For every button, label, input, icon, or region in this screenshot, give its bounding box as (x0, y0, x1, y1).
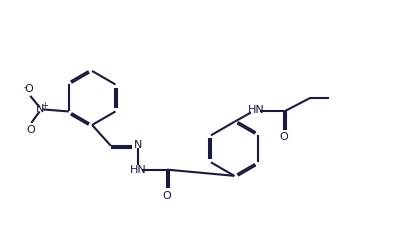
Text: O: O (25, 84, 34, 94)
Text: HN: HN (129, 165, 146, 175)
Text: -: - (24, 83, 27, 92)
Text: O: O (280, 132, 289, 142)
Text: HN: HN (248, 105, 265, 115)
Text: N: N (133, 140, 142, 150)
Text: O: O (26, 125, 34, 135)
Text: N: N (35, 104, 44, 114)
Text: +: + (41, 101, 48, 110)
Text: O: O (162, 191, 171, 201)
